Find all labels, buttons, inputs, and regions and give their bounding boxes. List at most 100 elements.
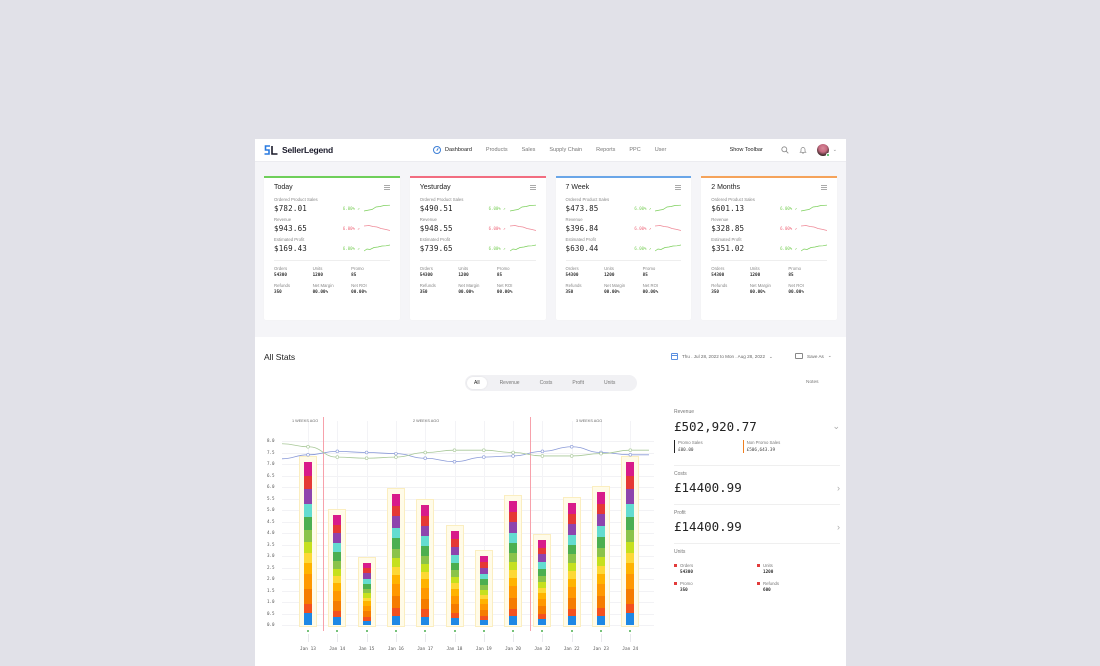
bar-highlight[interactable] [504,494,523,627]
stacked-bar[interactable] [567,503,576,625]
bar-segment [391,575,400,585]
profit-row[interactable]: £14400.99 › [674,519,840,534]
stacked-bar[interactable] [362,562,371,625]
bar-segment [362,583,371,589]
tab-revenue[interactable]: Revenue [499,380,520,386]
bar-segment [567,503,576,515]
gridline [282,487,654,488]
metric-value: $943.65 [274,223,308,233]
sparkline-icon [801,225,827,231]
stacked-bar[interactable] [421,505,430,625]
trend-percent: 6.00% ↗ [488,245,506,251]
menu-icon[interactable] [821,185,827,190]
y-tick-label: 0.0 [267,622,275,627]
bar-segment [362,611,371,617]
nav-user[interactable]: User [655,147,667,153]
sparkline-icon [363,244,390,252]
gridline [282,567,654,569]
metric-label: Ordered Product Sales [565,197,610,202]
bar-highlight[interactable] [386,487,405,627]
bar-highlight[interactable] [533,533,552,627]
bar-segment [362,573,371,579]
gridline [282,441,654,442]
costs-row[interactable]: £14400.99 › [674,480,840,495]
save-as-button[interactable]: Save As ⌄ [795,353,832,359]
stat-label: Net ROI [788,283,804,288]
bar-segment [333,568,342,577]
nav-reports[interactable]: Reports [596,147,615,153]
nav-dashboard[interactable]: Dashboard [432,146,472,154]
card-accent-bar [555,176,692,178]
nav-ppc[interactable]: PPC [629,147,640,153]
stacked-bar[interactable] [479,556,488,625]
stacked-bar[interactable] [538,539,547,625]
chevron-down-icon[interactable]: ⌄ [832,421,840,431]
promo-sales-value: £00.00 [678,448,694,453]
stat-value: 85 [351,273,357,278]
menu-icon[interactable] [383,185,390,190]
bar-highlight[interactable] [357,556,376,627]
tab-units[interactable]: Units [604,380,616,386]
stat-value: 85 [788,273,794,278]
stacked-bar[interactable] [450,530,459,625]
stats-chart[interactable]: 8.0 7.5 7.0 6.5 6.0 5.5 5.0 4.5 4.0 3.5 3.0 2.5 2.0 1… [264,409,654,666]
stacked-bar[interactable] [304,461,312,625]
bar-segment [479,556,488,563]
y-tick-label: 2.0 [267,576,275,581]
bar-highlight[interactable] [328,508,347,627]
y-tick-label: 4.0 [267,530,275,535]
stat-label: Promo [788,266,802,271]
card-stat: Net ROI 00.00% [351,283,390,295]
x-marker-icon [629,630,632,632]
date-range-picker[interactable]: Thu . Jul 28, 2022 to Mon . Aug 28, 2022… [671,353,773,360]
bar-highlight[interactable] [474,550,493,627]
bar-segment [479,594,488,599]
bar-segment [626,553,635,563]
nav-label: PPC [629,147,641,153]
nav-supply-chain[interactable]: Supply Chain [549,147,582,153]
bar-highlight[interactable] [416,499,435,627]
bar-highlight[interactable] [621,455,640,627]
menu-icon[interactable] [675,185,682,190]
search-icon[interactable] [781,146,789,154]
date-range-text: Thu . Jul 28, 2022 to Mon . Aug 28, 2022 [682,354,766,359]
bar-segment [509,608,518,617]
bar-segment [626,489,635,505]
x-tick-label: Jan 20 [505,647,521,652]
menu-icon[interactable] [529,185,536,190]
stacked-bar[interactable] [509,500,518,625]
nav-sales[interactable]: Sales [522,147,536,153]
bar-highlight[interactable] [562,497,581,627]
all-stats-panel: All Stats Thu . Jul 28, 2022 to Mon . Au… [255,337,846,666]
tab-all[interactable]: All [467,377,487,389]
card-stat: Net Margin 00.00% [313,283,352,295]
chevron-right-icon[interactable]: › [837,521,840,532]
stacked-bar[interactable] [626,461,635,625]
nav-products[interactable]: Products [486,147,508,153]
brand-logo[interactable]: SellerLegend [264,145,333,155]
bell-icon[interactable] [799,146,807,154]
tab-profit[interactable]: Profit [572,380,585,386]
stacked-bar[interactable] [391,493,400,625]
nav-label: Dashboard [444,147,472,153]
x-tick [542,634,544,642]
show-toolbar-button[interactable]: Show Toolbar [729,147,763,153]
notes-button[interactable]: Notes [806,380,819,385]
bar-highlight[interactable] [445,524,464,627]
bar-segment [391,584,400,597]
chevron-down-icon[interactable]: ⌄ [832,147,837,153]
tab-costs[interactable]: Costs [539,380,553,386]
brand-name: SellerLegend [282,145,333,155]
stat-value: 00.00% [749,290,766,295]
chevron-right-icon[interactable]: › [837,482,840,493]
bar-segment [538,562,547,569]
bar-segment [597,607,605,616]
bar-highlight[interactable] [592,485,610,627]
stat-value: 00.00% [312,290,329,295]
stacked-bar[interactable] [597,491,605,625]
bar-segment [391,505,400,517]
bar-segment [479,598,488,604]
avatar[interactable] [816,144,830,157]
stacked-bar[interactable] [333,514,342,625]
bar-segment [391,615,400,625]
